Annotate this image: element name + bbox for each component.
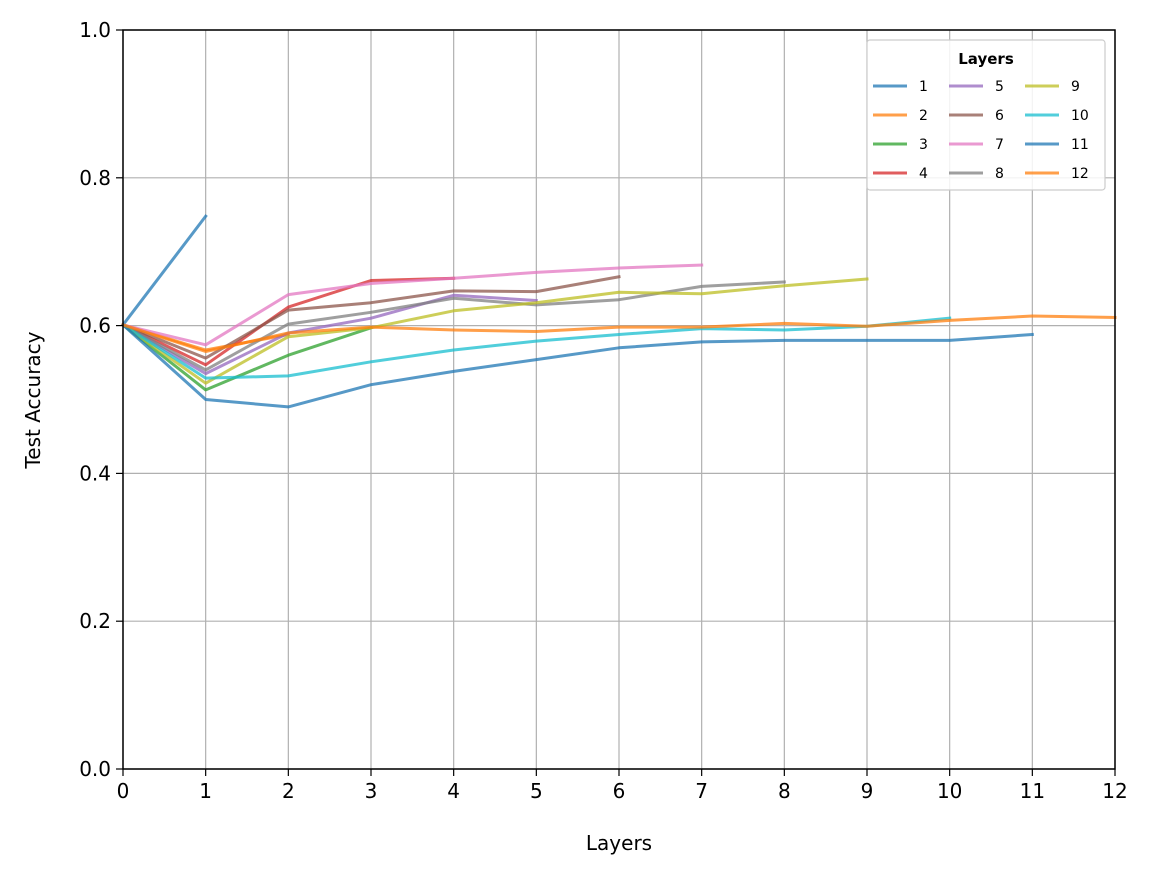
legend-label-1: 1 (919, 79, 928, 95)
legend-label-11: 11 (1071, 137, 1089, 153)
x-tick-label: 6 (613, 779, 626, 803)
series-line-12 (121, 314, 1117, 353)
legend-label-10: 10 (1071, 108, 1089, 124)
legend-label-5: 5 (995, 79, 1004, 95)
y-axis-title: Test Accuracy (21, 331, 45, 469)
series-line-10 (120, 316, 952, 380)
y-tick-label: 0.8 (79, 166, 111, 190)
legend-box (866, 39, 1106, 191)
x-tick-label: 7 (695, 779, 708, 803)
series-line-4 (120, 276, 456, 367)
legend-label-4: 4 (919, 166, 928, 182)
x-tick-label: 8 (778, 779, 791, 803)
x-tick-label: 5 (530, 779, 543, 803)
x-tick-label: 12 (1102, 779, 1127, 803)
legend-label-6: 6 (995, 108, 1004, 124)
x-tick-label: 2 (282, 779, 295, 803)
x-tick-label: 11 (1020, 779, 1045, 803)
x-tick-label: 1 (199, 779, 212, 803)
legend-label-8: 8 (995, 166, 1004, 182)
y-tick-label: 0.4 (79, 461, 111, 485)
legend-label-2: 2 (919, 108, 928, 124)
series-line-8 (120, 280, 786, 372)
x-tick-label: 4 (447, 779, 460, 803)
legend-label-7: 7 (995, 137, 1004, 153)
legend-label-9: 9 (1071, 79, 1080, 95)
series-line-7 (121, 263, 704, 347)
y-tick-label: 0.6 (79, 314, 111, 338)
series-line-1 (120, 214, 208, 328)
x-tick-label: 3 (365, 779, 378, 803)
y-tick-label: 0.0 (79, 757, 111, 781)
x-tick-label: 10 (937, 779, 962, 803)
y-axis: 0.0 0.2 0.4 0.6 0.8 1.0 (79, 18, 123, 781)
series-line-6 (121, 275, 621, 360)
y-tick-label: 1.0 (79, 18, 111, 42)
x-tick-label: 0 (117, 779, 130, 803)
y-tick-label: 0.2 (79, 609, 111, 633)
series-line-9 (120, 277, 869, 385)
legend-label-3: 3 (919, 137, 928, 153)
series-lines (120, 214, 1117, 409)
legend-label-12: 12 (1071, 166, 1089, 182)
series-line-3 (120, 322, 373, 392)
series-line-11 (120, 322, 1034, 409)
x-axis-title: Layers (586, 831, 652, 855)
series-line-5 (120, 293, 538, 376)
x-tick-label: 9 (861, 779, 874, 803)
x-axis: 0 1 2 3 4 5 6 7 8 9 10 11 12 (117, 769, 1128, 803)
legend-title: Layers (958, 50, 1014, 68)
